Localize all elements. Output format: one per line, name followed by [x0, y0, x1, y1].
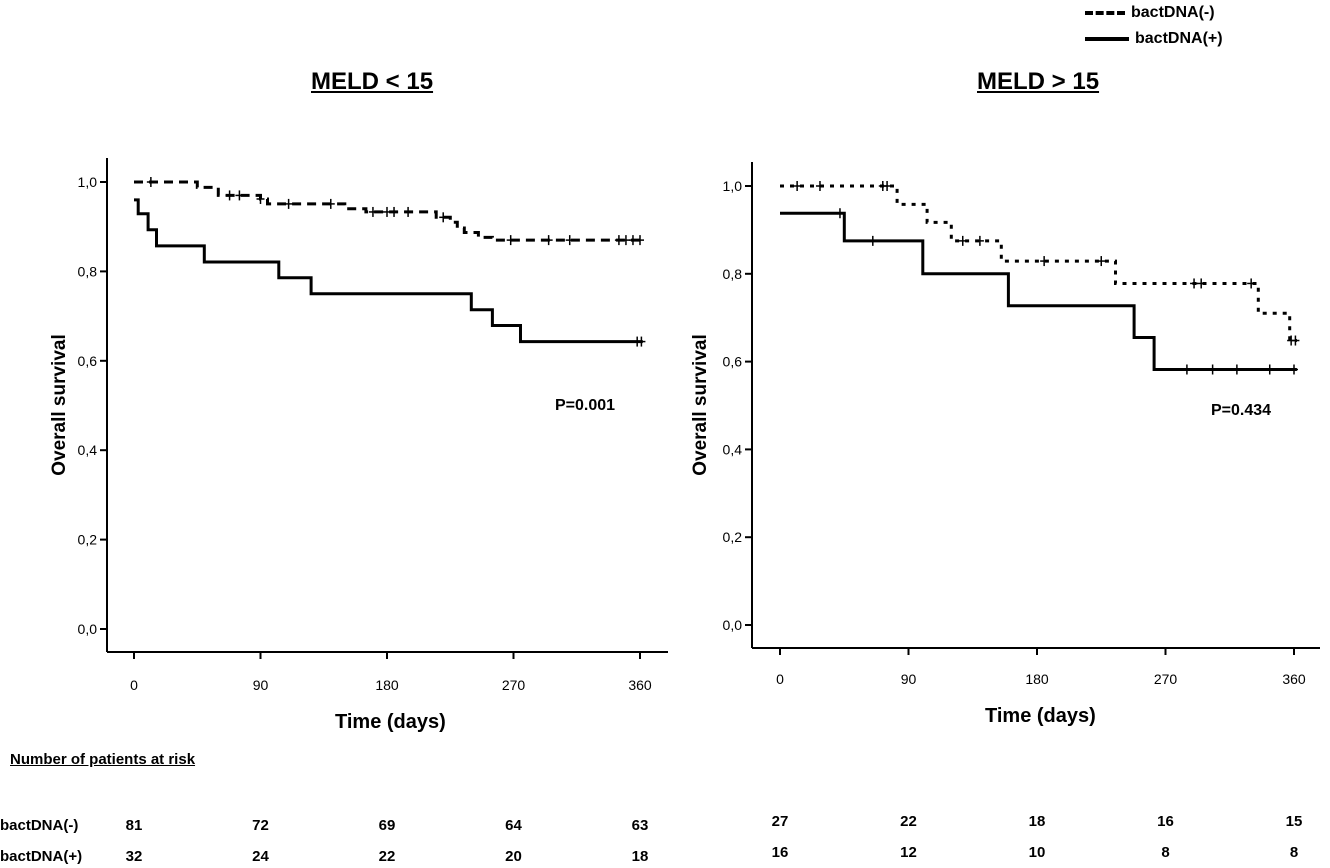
x-tick-label: 0 [776, 671, 784, 687]
risk-count: 63 [631, 817, 649, 834]
risk-count: 69 [378, 817, 396, 834]
x-tick-label: 90 [901, 671, 917, 687]
chart-title-left: MELD < 15 [311, 68, 434, 95]
risk-count: 24 [252, 848, 269, 865]
x-axis-label-right: Time (days) [985, 705, 1096, 727]
risk-count: 16 [771, 844, 789, 861]
legend: bactDNA(-) bactDNA(+) [1085, 0, 1223, 52]
y-tick-label: 0,4 [723, 441, 743, 457]
y-tick-label: 0,6 [723, 354, 743, 370]
x-axis-label-left: Time (days) [335, 711, 446, 733]
x-tick-label: 360 [1282, 671, 1306, 687]
y-tick-label: 0,0 [78, 621, 98, 637]
survival-curve-negative [780, 184, 1297, 342]
risk-count: 20 [505, 848, 522, 865]
y-tick-label: 0,0 [723, 617, 743, 633]
risk-row-label-positive: bactDNA(+) [0, 848, 83, 865]
risk-count: 32 [125, 848, 143, 865]
risk-count: 8 [1289, 844, 1299, 861]
risk-count: 12 [900, 844, 917, 861]
legend-label-positive: bactDNA(+) [1135, 30, 1223, 47]
x-tick-label: 270 [502, 677, 526, 693]
survival-curve-positive [780, 211, 1297, 371]
risk-count: 15 [1285, 813, 1303, 830]
risk-count: 64 [505, 817, 522, 834]
risk-count: 81 [125, 817, 143, 834]
x-tick-label: 180 [1025, 671, 1049, 687]
legend-item-negative: bactDNA(-) [1085, 0, 1223, 26]
y-tick-label: 0,8 [78, 263, 98, 279]
survival-curve-negative [134, 180, 643, 242]
y-tick-label: 0,2 [723, 529, 743, 545]
risk-count: 10 [1028, 844, 1046, 861]
p-value-right: P=0.434 [1211, 402, 1272, 419]
chart-title-right: MELD > 15 [977, 68, 1100, 95]
x-tick-label: 180 [375, 677, 399, 693]
y-axis-label-left: Overall survival [49, 334, 70, 476]
survival-curve-positive [134, 198, 643, 344]
y-tick-label: 1,0 [723, 178, 743, 194]
risk-count: 18 [1028, 813, 1046, 830]
risk-count: 22 [378, 848, 396, 865]
x-tick-label: 90 [253, 677, 269, 693]
x-tick-label: 270 [1154, 671, 1178, 687]
risk-table-title: Number of patients at risk [10, 751, 196, 768]
y-axis-label-right: Overall survival [690, 334, 711, 476]
risk-count: 72 [252, 817, 269, 834]
y-tick-label: 0,2 [78, 532, 98, 548]
risk-count: 27 [771, 813, 789, 830]
x-tick-label: 360 [628, 677, 652, 693]
risk-count: 16 [1157, 813, 1174, 830]
legend-swatch-dashed [1085, 11, 1125, 15]
x-tick-label: 0 [130, 677, 138, 693]
y-tick-label: 0,4 [78, 442, 98, 458]
y-tick-label: 0,8 [723, 266, 743, 282]
legend-swatch-solid [1085, 37, 1129, 41]
legend-label-negative: bactDNA(-) [1131, 4, 1215, 21]
risk-count: 22 [900, 813, 917, 830]
risk-count: 18 [631, 848, 649, 865]
legend-item-positive: bactDNA(+) [1085, 26, 1223, 52]
y-tick-label: 1,0 [78, 174, 98, 190]
risk-count: 8 [1161, 844, 1170, 861]
risk-row-label-negative: bactDNA(-) [0, 817, 79, 834]
p-value-left: P=0.001 [555, 397, 616, 414]
y-tick-label: 0,6 [78, 353, 98, 369]
